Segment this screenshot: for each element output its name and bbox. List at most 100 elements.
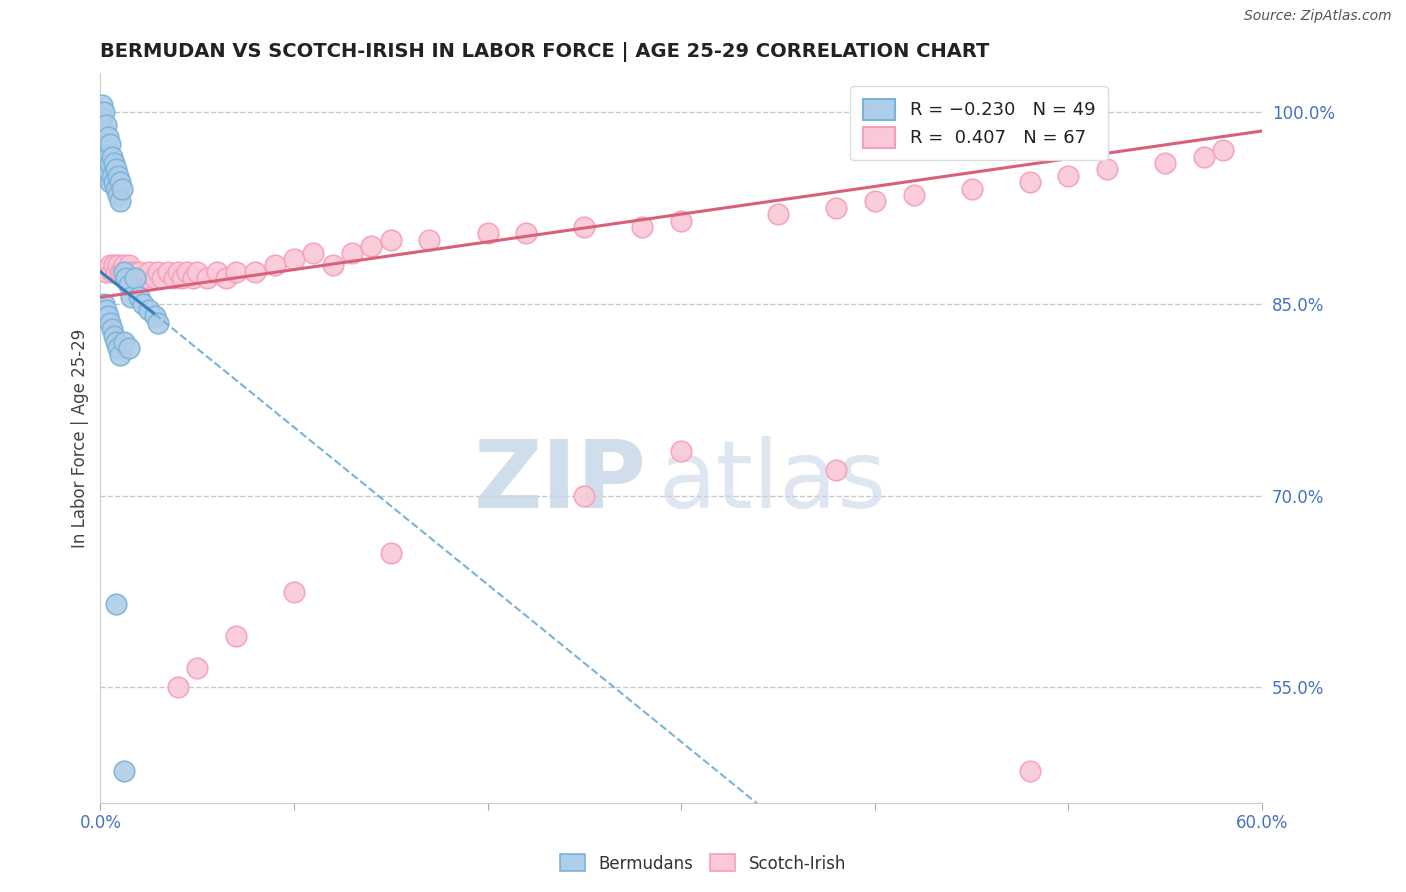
Point (103, 175, 125, 189)
Point (108, 194, 131, 209)
Point (108, 265, 131, 279)
Point (104, 181, 127, 195)
Point (101, 265, 124, 279)
Point (101, 322, 124, 336)
Point (138, 303, 160, 318)
Point (380, 546, 402, 560)
Point (118, 342, 141, 356)
Point (120, 265, 142, 279)
Point (148, 316, 170, 330)
Point (245, 265, 267, 279)
Point (93, 296, 115, 310)
Point (186, 661, 208, 675)
Point (1192, 150, 1215, 164)
Point (1018, 175, 1040, 189)
Point (107, 188, 129, 202)
Point (93, 104, 115, 119)
Point (114, 271, 136, 285)
Text: Source: ZipAtlas.com: Source: ZipAtlas.com (1244, 9, 1392, 23)
Point (112, 764, 135, 778)
Point (103, 156, 125, 170)
Point (127, 271, 149, 285)
Point (98, 316, 121, 330)
Point (181, 271, 204, 285)
Point (112, 265, 135, 279)
Point (91, 310, 114, 324)
Point (112, 258, 135, 272)
Point (98, 136, 121, 151)
Point (186, 265, 208, 279)
Point (863, 194, 886, 209)
Point (97, 169, 120, 183)
Point (122, 271, 145, 285)
Point (143, 310, 166, 324)
Point (128, 265, 150, 279)
Point (195, 271, 218, 285)
Point (138, 265, 160, 279)
Point (111, 181, 134, 195)
Point (574, 219, 596, 234)
Point (104, 265, 127, 279)
Point (1018, 764, 1040, 778)
Point (163, 271, 186, 285)
Point (97, 130, 120, 145)
Point (104, 334, 127, 349)
Point (225, 265, 247, 279)
Point (283, 584, 305, 599)
Point (157, 265, 180, 279)
Point (96, 303, 118, 318)
Point (104, 162, 127, 177)
Point (825, 201, 848, 215)
Point (103, 258, 125, 272)
Point (107, 258, 129, 272)
Point (96, 118, 118, 132)
Point (98, 156, 121, 170)
Point (205, 265, 228, 279)
Point (283, 252, 305, 266)
Point (96, 136, 118, 151)
Point (1095, 162, 1118, 177)
Point (170, 271, 193, 285)
Point (1057, 169, 1080, 183)
Legend: Bermudans, Scotch-Irish: Bermudans, Scotch-Irish (554, 847, 852, 880)
Text: BERMUDAN VS SCOTCH-IRISH IN LABOR FORCE | AGE 25-29 CORRELATION CHART: BERMUDAN VS SCOTCH-IRISH IN LABOR FORCE … (100, 42, 990, 62)
Point (93, 124, 115, 138)
Point (101, 169, 124, 183)
Text: atlas: atlas (658, 436, 886, 528)
Point (380, 233, 402, 247)
Point (93, 143, 115, 157)
Point (118, 277, 141, 292)
Point (903, 188, 925, 202)
Point (322, 258, 344, 272)
Point (97, 310, 120, 324)
Point (104, 597, 127, 611)
Point (103, 328, 125, 343)
Point (960, 181, 983, 195)
Point (515, 227, 537, 241)
Point (360, 239, 382, 253)
Point (477, 227, 499, 241)
Text: ZIP: ZIP (474, 436, 647, 528)
Point (96, 156, 118, 170)
Point (302, 245, 325, 260)
Legend: R = −0.230   N = 49, R =  0.407   N = 67: R = −0.230 N = 49, R = 0.407 N = 67 (851, 87, 1108, 161)
Point (117, 265, 139, 279)
Point (574, 489, 596, 503)
Point (91, 98, 114, 112)
Point (124, 271, 146, 285)
Point (120, 290, 142, 304)
Point (631, 219, 654, 234)
Point (96, 265, 118, 279)
Point (111, 265, 134, 279)
Point (176, 265, 198, 279)
Point (225, 629, 247, 643)
Point (112, 334, 135, 349)
Point (108, 348, 131, 362)
Point (215, 271, 238, 285)
Point (118, 258, 141, 272)
Y-axis label: In Labor Force | Age 25-29: In Labor Force | Age 25-29 (72, 328, 89, 548)
Point (128, 290, 150, 304)
Point (124, 265, 146, 279)
Point (132, 271, 155, 285)
Point (107, 169, 129, 183)
